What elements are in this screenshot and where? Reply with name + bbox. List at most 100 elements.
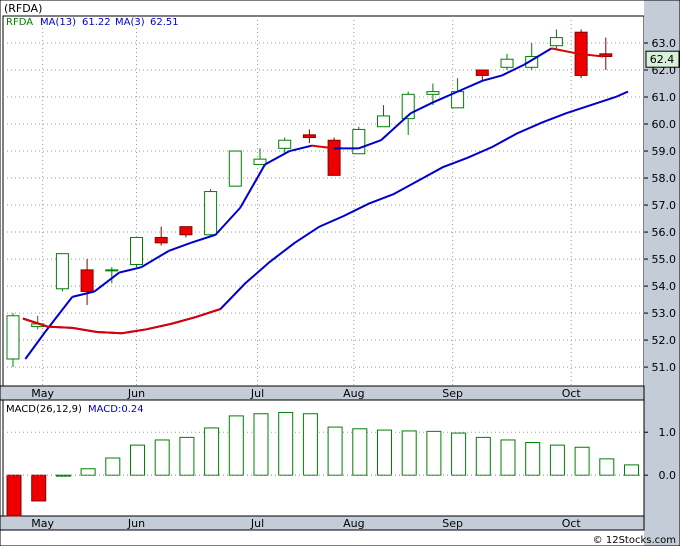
price-tick-label: 51.0 [652,361,677,374]
macd-month-label: Jul [250,517,264,530]
macd-bar [154,439,170,476]
legend-layer: (RFDA) RFDA MA(13) 61.22 MA(3) 62.51 MAC… [4,2,676,546]
ma3-line-segment [93,271,120,293]
candle-body [352,128,366,155]
candle-body [278,139,292,149]
macd-month-label: Jun [127,517,145,530]
price-month-label: May [31,387,54,400]
ma3-line-segment [239,164,266,209]
macd-bar [500,439,516,476]
ma3-line-segment [289,144,313,153]
price-plot-area [2,15,645,387]
macd-bar [377,429,392,476]
price-tick-label: 52.0 [652,334,677,347]
ma3-line-segment [410,101,434,115]
legend-symbol: RFDA [6,17,33,28]
candle-body [500,58,514,68]
macd-bar [574,446,590,476]
price-tick-label: 57.0 [652,199,677,212]
last-price-tag [645,50,680,68]
price-tick-label: 63.0 [652,37,677,50]
candle-body [426,91,440,95]
price-tick-label: 59.0 [652,145,677,158]
candle-body [302,134,316,139]
candle-body [179,226,193,236]
macd-month-label: Sep [442,517,463,530]
macd-panel: May Jun Jul Aug Sep Oct 0.0 1.0 [0,399,677,531]
ma3-line-segment [482,74,503,82]
macd-bar [549,444,565,476]
price-tick-label: 53.0 [652,307,677,320]
ma3-line-segment [24,331,46,360]
price-date-band [0,385,645,401]
macd-bar [599,458,615,476]
macd-month-label: Oct [562,517,582,530]
candle-body [253,158,267,166]
macd-bar [105,457,121,476]
ma3-line-segment [457,79,483,93]
macd-bar [426,430,442,476]
price-month-label: Jun [127,387,145,400]
candle-body [55,253,69,290]
legend-ma13-value: 61.22 [82,17,111,28]
macd-bar [80,468,96,476]
macd-bar [31,474,47,502]
candle-body [228,150,242,187]
legend-ma3-label: MA(3) [115,17,145,28]
ma3-line-segment [501,63,525,77]
ma3-line-segment [140,250,170,269]
macd-bar [179,436,195,476]
macd-month-label: May [31,517,54,530]
macd-tick-label: 1.0 [659,426,677,439]
macd-bar [278,411,294,476]
ma3-line-segment [311,144,335,150]
watermark: © 12Stocks.com [593,535,676,546]
price-tick-label: 56.0 [652,226,677,239]
ma3-line-segment [551,47,579,55]
legend-ma3-value: 62.51 [150,17,179,28]
chart-title: (RFDA) [4,2,42,15]
ma3-line-segment [358,139,382,150]
price-month-label: Aug [343,387,364,400]
candle-body [154,236,168,244]
ma3-line-segment [190,233,216,244]
candle-body [525,56,539,68]
candle-body [105,269,119,272]
macd-bar [130,444,145,476]
candle-body [130,236,143,265]
macd-legend-value: MACD:0.24 [88,404,144,415]
candle-body [204,191,218,236]
price-month-label: Jul [250,387,264,400]
ma3-line-segment [380,112,412,141]
macd-bar [624,464,639,476]
price-tick-label: 60.0 [652,118,677,131]
macd-bar [401,430,417,476]
macd-plot-area [2,399,645,517]
price-tick-label: 58.0 [652,172,677,185]
price-month-label: Oct [562,387,582,400]
candle-body [475,69,489,76]
candle-body [377,115,390,128]
macd-legend-label: MACD(26,12,9) [6,404,82,415]
macd-bar [302,413,318,476]
macd-bar [525,442,541,476]
ma3-line-segment [72,290,95,298]
macd-bar [475,436,491,476]
ma3-line-segment [523,47,552,66]
macd-bar [451,432,467,476]
macd-bar [327,426,343,476]
price-tick-label: 55.0 [652,253,677,266]
candle-body [549,37,563,47]
macd-tick-label: 0.0 [659,469,677,482]
candle-body [327,139,341,176]
ma3-line-segment [214,207,241,236]
macd-bar [204,427,220,476]
macd-bar [6,474,22,517]
ma3-line-segment [578,52,604,58]
price-month-label: Sep [442,387,463,400]
candle-body [6,315,20,360]
ma3-line-segment [264,150,291,166]
ma3-line-segment [168,241,192,252]
candle-body [80,269,94,292]
